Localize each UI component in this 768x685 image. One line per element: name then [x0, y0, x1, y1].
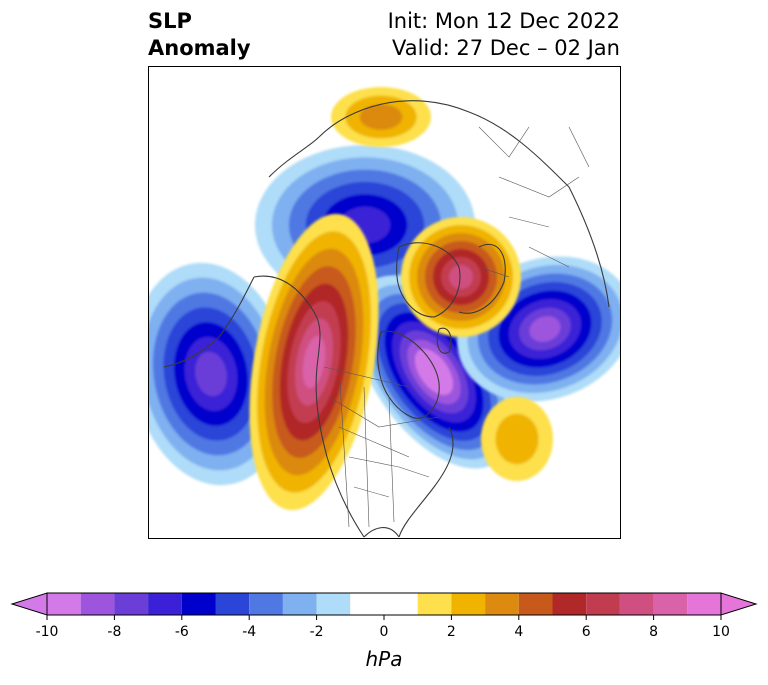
colorbar-bin	[350, 593, 418, 615]
colorbar-bin	[417, 593, 452, 615]
colorbar-tick-label: 2	[446, 624, 456, 640]
contour-level	[495, 413, 539, 465]
contour-level	[449, 265, 473, 289]
colorbar-bin	[586, 593, 620, 615]
colorbar-tick-label: -8	[107, 624, 122, 640]
anomaly-contours	[149, 87, 620, 511]
colorbar-bin	[114, 593, 149, 615]
valid-date: Valid: 27 Dec – 02 Jan	[391, 36, 620, 60]
colorbar	[10, 592, 758, 620]
colorbar-tick-label: -2	[309, 624, 324, 640]
colorbar-tick-label: 0	[379, 624, 389, 640]
coastline-path	[398, 426, 454, 538]
atlantic-subtropical-high-anomaly	[481, 397, 553, 481]
contour-level	[359, 104, 403, 130]
coastlines	[163, 100, 610, 538]
colorbar-bin	[181, 593, 216, 615]
coastline-path	[363, 527, 400, 538]
colorbar-bin	[249, 593, 283, 615]
colorbar-bin	[47, 593, 81, 615]
contour-level	[302, 335, 326, 389]
init-date: Init: Mon 12 Dec 2022	[387, 9, 620, 33]
border-path	[338, 366, 350, 528]
border-path	[478, 126, 530, 158]
border-path	[353, 486, 390, 498]
colorbar-bin	[282, 593, 317, 615]
border-path	[568, 126, 590, 168]
siberia-high-anomaly	[331, 87, 431, 147]
border-path	[388, 396, 395, 523]
slp-anomaly-map	[148, 66, 621, 539]
colorbar-tick-label: 10	[712, 624, 730, 640]
colorbar-over-arrow	[720, 592, 758, 616]
map-title: SLP Anomaly	[148, 8, 251, 62]
canada-low-anomaly	[354, 275, 514, 469]
colorbar-bin	[653, 593, 688, 615]
colorbar-bin	[148, 593, 182, 615]
colorbar-bin	[485, 593, 519, 615]
border-path	[323, 366, 410, 388]
coastline-path	[458, 243, 506, 314]
border-path	[338, 426, 410, 458]
border-path	[498, 176, 580, 198]
colorbar-bin	[687, 593, 721, 615]
colorbar-bin	[451, 593, 486, 615]
colorbar-bin	[215, 593, 250, 615]
colorbar-tick-label: 8	[649, 624, 659, 640]
contour-level	[529, 316, 561, 342]
colorbar-bin	[80, 593, 115, 615]
colorbar-bin	[619, 593, 654, 615]
colorbar-bin	[552, 593, 587, 615]
coastline-path	[318, 100, 570, 188]
colorbar-unit-label: hPa	[365, 647, 403, 671]
coastline-path	[568, 186, 610, 308]
coastline-path	[396, 242, 461, 318]
map-canvas	[149, 87, 620, 538]
colorbar-bin	[518, 593, 553, 615]
contour-level	[422, 358, 446, 386]
border-path	[348, 456, 430, 478]
contour-level	[195, 351, 227, 397]
coastline-path	[268, 136, 320, 178]
colorbar-tick-label: 4	[514, 624, 524, 640]
colorbar-tick-label: -10	[35, 624, 59, 640]
border-path	[508, 216, 550, 228]
coastline-path	[436, 327, 452, 354]
colorbar-tick-label: -4	[242, 624, 257, 640]
title-variable: SLP	[148, 9, 192, 33]
title-type: Anomaly	[148, 36, 251, 60]
west-coast-high-anomaly	[249, 213, 379, 511]
political-borders	[323, 126, 590, 528]
coastline-path	[163, 276, 255, 368]
border-path	[528, 246, 570, 268]
border-path	[328, 396, 440, 428]
colorbar-under-arrow	[10, 592, 48, 616]
map-dates: Init: Mon 12 Dec 2022 Valid: 27 Dec – 02…	[388, 8, 620, 62]
colorbar-tick-label: -6	[174, 624, 189, 640]
colorbar-bin	[316, 593, 351, 615]
coastline-path	[377, 330, 440, 419]
europe-high-anomaly	[401, 217, 521, 337]
colorbar-tick-label: 6	[581, 624, 591, 640]
coastline-path	[253, 275, 365, 538]
border-path	[478, 266, 510, 278]
border-path	[363, 386, 370, 528]
north-pacific-low-anomaly	[149, 262, 291, 486]
